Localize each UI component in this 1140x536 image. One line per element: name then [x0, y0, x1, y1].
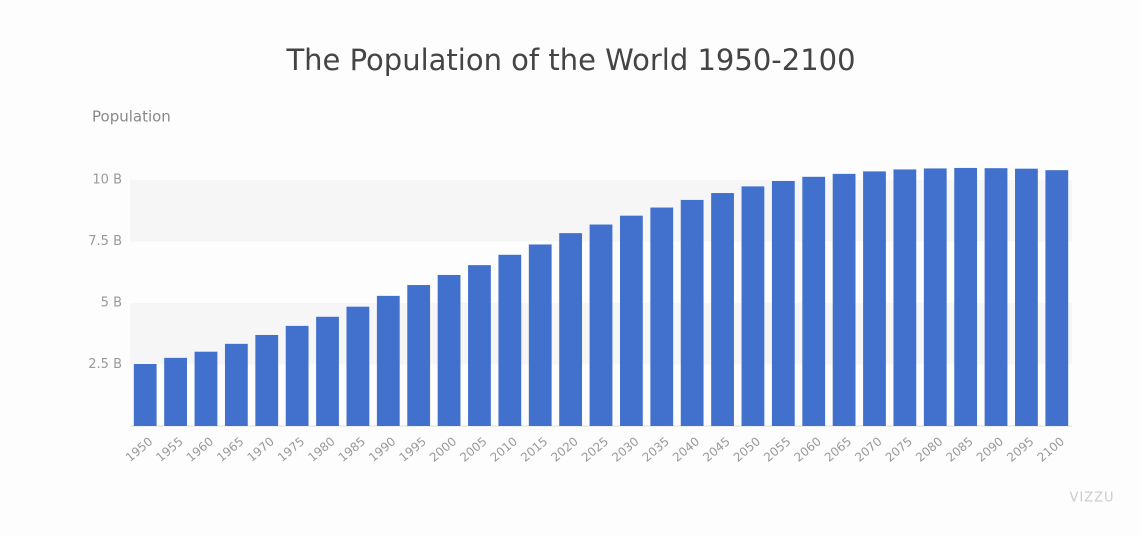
bar	[437, 274, 461, 426]
bar	[832, 173, 856, 426]
bar	[224, 343, 248, 426]
bar	[680, 199, 704, 426]
bar	[802, 176, 826, 426]
watermark: VIZZU	[1069, 491, 1114, 506]
y-tick-label: 5 B	[101, 296, 122, 311]
bar	[893, 169, 917, 426]
bar	[194, 351, 218, 426]
bar	[711, 193, 734, 426]
bar	[923, 168, 947, 427]
bar	[771, 180, 795, 426]
bar	[559, 233, 583, 426]
bar	[498, 254, 522, 426]
bar	[1015, 168, 1038, 426]
bar	[255, 334, 279, 426]
bar	[528, 244, 552, 426]
bar	[619, 215, 643, 426]
bar	[164, 357, 187, 426]
bar	[407, 285, 431, 426]
y-tick-label: 2.5 B	[88, 357, 122, 372]
bar	[863, 171, 886, 426]
bar	[954, 167, 978, 427]
y-axis-label: Population	[92, 108, 171, 126]
bar	[316, 316, 339, 426]
bar	[650, 207, 674, 426]
bar	[984, 168, 1008, 426]
bar	[285, 325, 309, 426]
chart-title: The Population of the World 1950-2100	[285, 43, 855, 77]
y-tick-label: 7.5 B	[88, 234, 122, 249]
bar	[468, 265, 491, 426]
y-tick-label: 10 B	[92, 173, 122, 188]
bar	[346, 306, 370, 426]
bar	[133, 364, 157, 426]
bar	[589, 224, 613, 426]
bar	[741, 186, 765, 426]
bar	[1045, 170, 1069, 426]
bar	[376, 295, 400, 426]
